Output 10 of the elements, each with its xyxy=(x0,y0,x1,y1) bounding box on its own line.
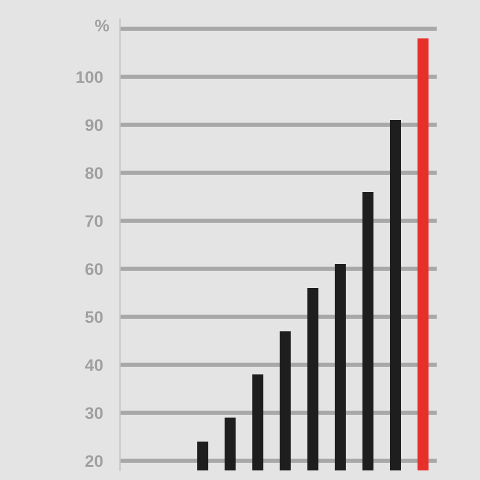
y-axis-title: % xyxy=(95,20,110,32)
y-tick-label: 40 xyxy=(85,359,103,372)
y-tick-label: 90 xyxy=(85,119,103,132)
y-tick-label: 100 xyxy=(76,71,103,84)
y-tick-label: 70 xyxy=(86,215,103,228)
y-tick-label: 60 xyxy=(85,263,103,276)
y-tick-label: 80 xyxy=(85,167,103,180)
y-tick-label: 30 xyxy=(85,407,103,420)
y-tick-label: 50 xyxy=(85,311,103,324)
y-tick-label: 20 xyxy=(85,455,103,468)
